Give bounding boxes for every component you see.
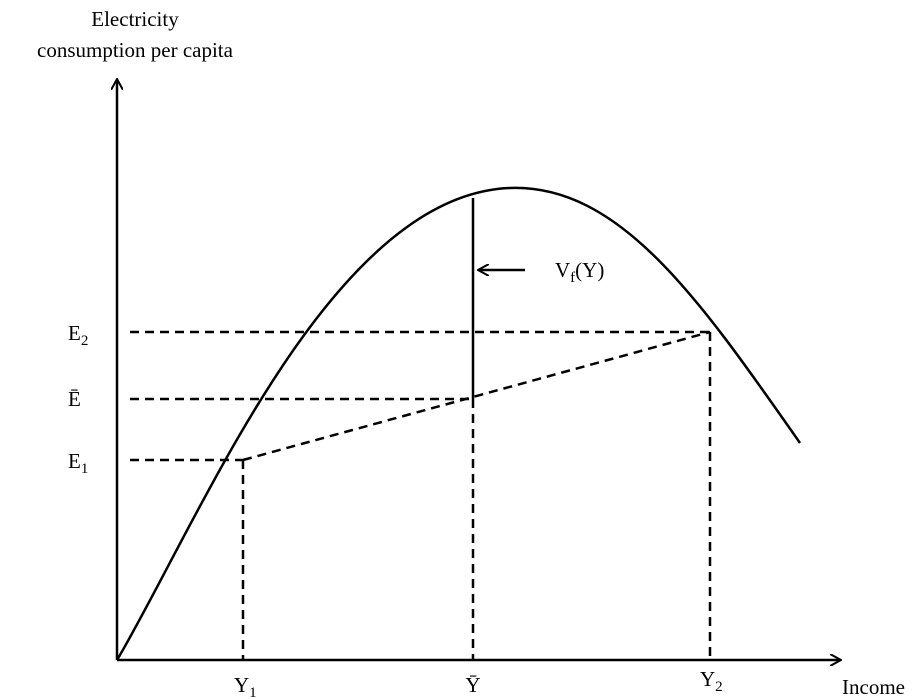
- x-label: Y2: [700, 667, 723, 695]
- y-axis-label: Electricity: [91, 7, 179, 31]
- chord: [242, 330, 711, 462]
- annotation: Vf(Y): [555, 258, 604, 286]
- x-label: Ȳ: [465, 673, 480, 697]
- y-label: E2: [68, 321, 88, 349]
- x-label: Y1: [234, 673, 257, 699]
- x-axis-label: Income: [842, 675, 905, 699]
- y-label: E1: [68, 449, 88, 477]
- y-axis-label: consumption per capita: [37, 38, 234, 62]
- y-label: Ē: [68, 387, 81, 411]
- curve: [115, 186, 802, 661]
